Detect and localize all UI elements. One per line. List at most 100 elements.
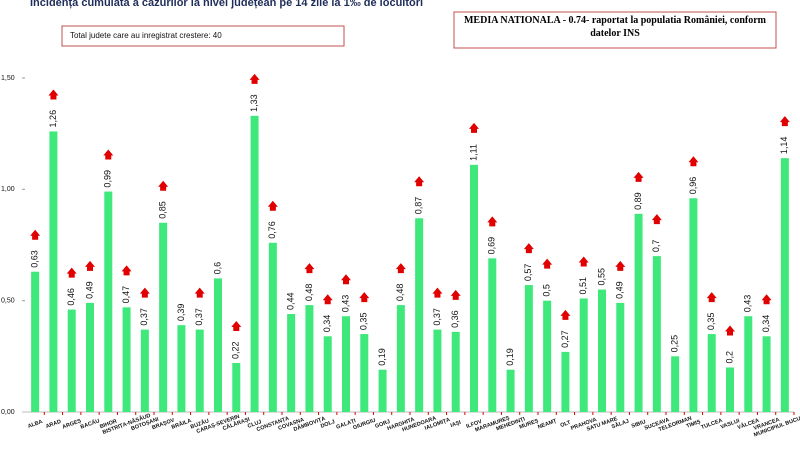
- annotation-box: [453, 11, 777, 49]
- trend-arrow: [560, 309, 571, 320]
- bar: [762, 336, 771, 412]
- value-label: 0,39: [176, 304, 186, 322]
- value-label: 0,76: [267, 221, 277, 239]
- bar: [250, 115, 259, 412]
- trend-arrow: [30, 229, 41, 240]
- bar: [378, 369, 387, 412]
- trend-arrow: [267, 200, 278, 211]
- x-tick-label: GORJ: [374, 419, 391, 430]
- trend-arrow: [414, 176, 425, 187]
- trend-arrow: [103, 149, 114, 160]
- value-label: 0,43: [743, 295, 753, 313]
- trend-arrow: [432, 287, 443, 298]
- bar: [470, 164, 478, 412]
- bar: [31, 271, 40, 412]
- trend-arrow: [450, 289, 461, 300]
- value-label: 0,55: [596, 268, 606, 286]
- x-tick-label: CLUJ: [247, 419, 263, 430]
- trend-arrow: [139, 287, 150, 298]
- value-label: 0,25: [670, 335, 680, 353]
- value-label: 1,26: [48, 110, 58, 128]
- bar: [67, 309, 76, 412]
- trend-arrow: [249, 73, 260, 84]
- bar: [268, 242, 277, 412]
- bar: [524, 285, 533, 412]
- x-tick-label: ILFOV: [466, 419, 484, 430]
- bar: [744, 316, 753, 412]
- value-label: 0,47: [121, 286, 131, 304]
- annotation: Total judete care au inregistrat crester…: [70, 31, 222, 40]
- y-tick-label: 0,50: [1, 298, 15, 305]
- y-tick-label: 0,00: [1, 409, 15, 416]
- trend-arrow: [523, 243, 534, 254]
- value-label: 0,19: [505, 348, 515, 366]
- bar: [159, 222, 168, 412]
- value-label: 0,6: [212, 262, 222, 275]
- trend-arrow: [706, 292, 717, 303]
- bar: [433, 329, 442, 412]
- bar: [561, 351, 570, 412]
- x-tick-label: SIBIU: [631, 419, 647, 430]
- value-label: 0,2: [724, 351, 734, 364]
- x-tick-label: DOLJ: [320, 419, 336, 430]
- value-label: 0,87: [414, 197, 424, 215]
- value-label: 0,49: [615, 281, 625, 299]
- value-label: 0,34: [322, 315, 332, 333]
- bar: [177, 325, 186, 412]
- value-label: 0,22: [231, 341, 241, 359]
- value-label: 0,96: [688, 177, 698, 195]
- value-label: 0,7: [651, 240, 661, 253]
- trend-arrow: [85, 260, 95, 271]
- trend-arrow: [158, 180, 169, 191]
- bar: [104, 191, 113, 412]
- value-label: 0,37: [194, 308, 204, 326]
- value-label: 0,19: [377, 348, 387, 366]
- x-tick-label: OLT: [560, 420, 573, 429]
- bar: [488, 258, 497, 412]
- trend-arrow: [779, 116, 790, 127]
- trend-arrow: [194, 287, 205, 298]
- bar: [598, 289, 606, 412]
- value-label: 0,46: [66, 288, 76, 306]
- bar: [451, 331, 460, 412]
- chart-title: Incidența cumulată a cazurilor la nivel …: [30, 0, 423, 9]
- value-label: 0,37: [432, 308, 442, 326]
- bar: [232, 363, 241, 412]
- bar: [140, 329, 149, 412]
- bar: [689, 198, 698, 412]
- value-label: 0,43: [340, 295, 350, 313]
- trend-arrow: [615, 260, 626, 271]
- bar: [506, 369, 515, 412]
- bar: [707, 334, 716, 412]
- bar: [652, 256, 661, 412]
- x-tick-label: NEAMȚ: [537, 418, 558, 431]
- bar: [214, 278, 222, 412]
- trend-arrow: [359, 292, 370, 303]
- bar: [396, 305, 405, 412]
- trend-arrow: [651, 214, 662, 225]
- bar: [49, 131, 58, 412]
- value-label: 0,27: [560, 330, 570, 348]
- value-label: 0,36: [450, 310, 460, 328]
- trend-arrow: [761, 294, 772, 305]
- x-tick-label: BACĂU: [79, 417, 100, 430]
- bar: [360, 334, 369, 412]
- trend-arrow: [341, 274, 351, 285]
- value-label: 0,99: [103, 170, 113, 188]
- value-label: 0,85: [158, 201, 168, 219]
- value-label: 0,48: [395, 284, 405, 302]
- bar: [780, 158, 789, 412]
- trend-arrow: [231, 321, 242, 332]
- value-label: 1,14: [779, 137, 789, 155]
- trend-arrow: [725, 325, 735, 336]
- bar: [195, 329, 204, 412]
- bar: [342, 316, 350, 412]
- bar: [305, 305, 314, 412]
- trend-arrow: [469, 122, 479, 133]
- value-label: 0,57: [523, 264, 533, 282]
- bar: [634, 213, 643, 412]
- value-label: 0,35: [706, 313, 716, 331]
- bar: [287, 314, 296, 412]
- trend-arrow: [542, 258, 553, 269]
